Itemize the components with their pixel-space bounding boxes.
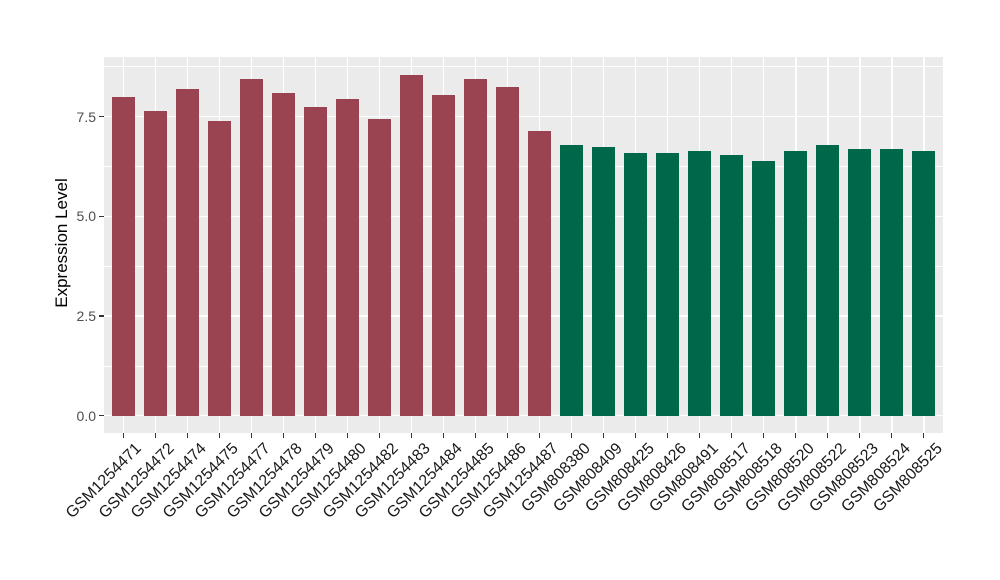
x-tick-mark <box>699 433 701 438</box>
y-tick-mark <box>99 215 104 217</box>
bar-GSM808523 <box>848 148 872 416</box>
gridline-minor <box>104 166 943 167</box>
bar-GSM1254478 <box>271 92 295 416</box>
bar-GSM808517 <box>720 154 744 416</box>
bar-GSM1254483 <box>399 74 423 416</box>
x-tick-mark <box>282 433 284 438</box>
x-tick-mark <box>314 433 316 438</box>
x-tick-mark <box>154 433 156 438</box>
bar-GSM808524 <box>880 148 904 416</box>
x-tick-mark <box>218 433 220 438</box>
plot-panel <box>104 57 943 433</box>
bar-GSM808426 <box>656 152 680 416</box>
x-tick-mark <box>603 433 605 438</box>
x-tick-mark <box>250 433 252 438</box>
bar-GSM808409 <box>592 146 616 416</box>
x-tick-mark <box>763 433 765 438</box>
gridline-major <box>104 215 943 218</box>
bar-GSM808520 <box>784 150 808 416</box>
x-tick-mark <box>122 433 124 438</box>
bar-GSM1254485 <box>464 78 488 416</box>
x-tick-mark <box>923 433 925 438</box>
y-tick-mark <box>99 315 104 317</box>
gridline-major <box>104 415 943 417</box>
y-tick-label: 0.0 <box>76 407 96 424</box>
x-tick-mark <box>474 433 477 438</box>
x-tick-mark <box>507 433 509 438</box>
bar-GSM1254475 <box>207 120 231 416</box>
gridline-minor <box>104 365 943 367</box>
x-tick-mark <box>731 433 733 438</box>
y-tick-label: 5.0 <box>76 208 96 225</box>
bar-GSM1254486 <box>496 86 520 416</box>
x-tick-mark <box>539 433 541 438</box>
y-tick-label: 2.5 <box>76 308 96 325</box>
y-axis-title: Expression Level <box>52 178 71 308</box>
gridline-minor <box>104 66 943 68</box>
bar-GSM808522 <box>816 144 840 416</box>
bar-GSM808525 <box>912 150 936 416</box>
y-tick-mark <box>99 415 104 417</box>
bar-GSM1254480 <box>335 98 359 416</box>
bar-GSM1254487 <box>528 130 552 416</box>
x-tick-mark <box>795 433 797 438</box>
x-tick-mark <box>410 433 412 438</box>
bar-GSM808518 <box>752 160 776 416</box>
bar-GSM1254477 <box>239 78 263 416</box>
x-tick-mark <box>667 433 669 438</box>
x-tick-mark <box>571 433 573 438</box>
bar-GSM808491 <box>688 150 712 416</box>
bar-GSM1254472 <box>143 110 167 416</box>
y-tick-label: 7.5 <box>76 108 96 125</box>
x-tick-mark <box>346 433 348 438</box>
bar-GSM1254479 <box>303 106 327 416</box>
x-tick-mark <box>378 433 380 438</box>
bar-GSM1254484 <box>432 94 455 416</box>
bar-GSM1254482 <box>367 118 391 416</box>
y-tick-mark <box>99 116 104 118</box>
gridline-major <box>104 115 943 118</box>
bar-GSM1254471 <box>111 96 135 416</box>
x-tick-mark <box>635 433 637 438</box>
bar-GSM808380 <box>560 144 584 416</box>
bar-GSM1254474 <box>175 88 199 416</box>
x-tick-mark <box>891 433 893 438</box>
bar-GSM808425 <box>624 152 648 416</box>
x-tick-mark <box>442 433 445 438</box>
x-tick-mark <box>186 433 188 438</box>
gridline-major <box>104 315 943 317</box>
gridline-minor <box>104 265 943 267</box>
x-tick-mark <box>859 433 861 438</box>
x-tick-mark <box>827 433 829 438</box>
